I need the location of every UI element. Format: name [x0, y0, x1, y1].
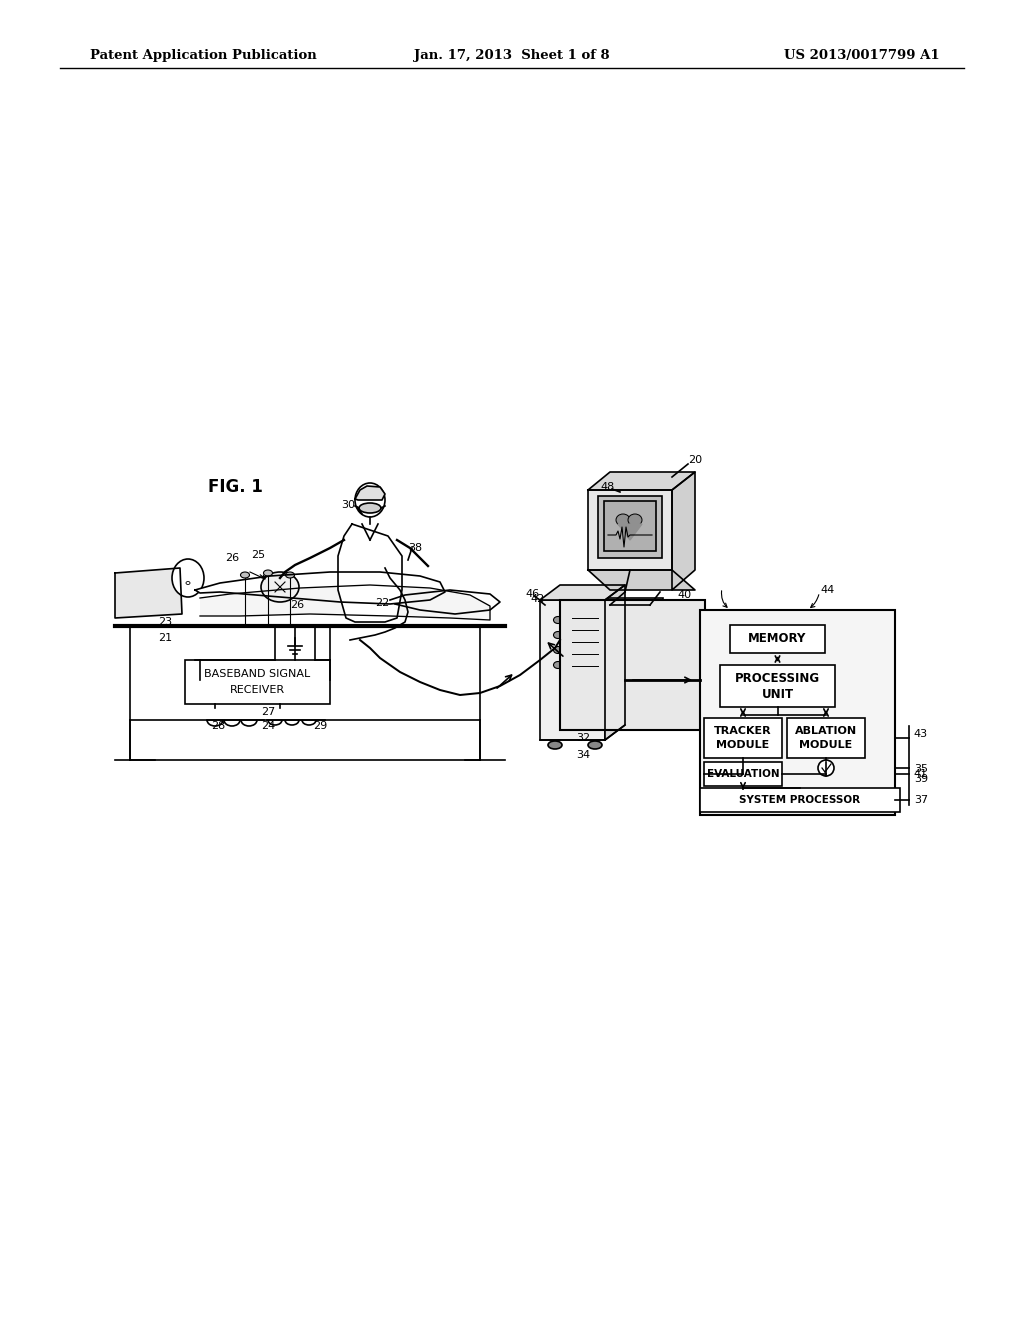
- Polygon shape: [200, 585, 490, 620]
- Text: FIG. 1: FIG. 1: [208, 478, 263, 496]
- Bar: [540, 601, 605, 741]
- Bar: [705, 718, 782, 758]
- Ellipse shape: [261, 572, 299, 602]
- Text: 25: 25: [251, 550, 265, 560]
- Bar: [700, 788, 900, 812]
- Polygon shape: [338, 524, 402, 622]
- Text: 24: 24: [261, 721, 275, 731]
- Ellipse shape: [286, 572, 295, 578]
- Bar: [787, 718, 865, 758]
- Text: 28: 28: [211, 721, 225, 731]
- Text: MEMORY: MEMORY: [749, 632, 807, 645]
- Bar: [604, 502, 656, 550]
- Text: 30: 30: [341, 500, 355, 510]
- Polygon shape: [390, 590, 500, 614]
- Text: Patent Application Publication: Patent Application Publication: [90, 49, 316, 62]
- Text: 46: 46: [525, 589, 539, 599]
- Text: 41: 41: [914, 770, 928, 779]
- Bar: [705, 762, 782, 785]
- Bar: [730, 624, 825, 653]
- Ellipse shape: [241, 572, 250, 578]
- Bar: [598, 496, 662, 558]
- Ellipse shape: [588, 741, 602, 748]
- Ellipse shape: [186, 582, 190, 585]
- Ellipse shape: [359, 503, 381, 513]
- Polygon shape: [672, 473, 695, 590]
- Text: 22: 22: [375, 598, 389, 609]
- Text: 37: 37: [914, 795, 928, 805]
- Text: MODULE: MODULE: [800, 741, 853, 750]
- Polygon shape: [115, 568, 182, 618]
- Text: 38: 38: [408, 543, 422, 553]
- Text: 44: 44: [820, 585, 835, 595]
- Text: EVALUATION: EVALUATION: [707, 770, 779, 779]
- Polygon shape: [605, 585, 625, 741]
- Text: 42: 42: [530, 594, 545, 605]
- Text: 26: 26: [225, 553, 239, 564]
- Text: 21: 21: [158, 634, 172, 643]
- Bar: [608, 598, 663, 609]
- Ellipse shape: [172, 558, 204, 597]
- Bar: [560, 601, 705, 730]
- Polygon shape: [618, 524, 642, 540]
- Polygon shape: [588, 490, 672, 570]
- Text: ABLATION: ABLATION: [795, 726, 857, 737]
- Ellipse shape: [616, 513, 630, 525]
- Polygon shape: [195, 572, 445, 605]
- Bar: [720, 665, 835, 708]
- Text: UNIT: UNIT: [762, 688, 794, 701]
- Polygon shape: [588, 473, 695, 490]
- Ellipse shape: [628, 513, 642, 525]
- Polygon shape: [355, 486, 385, 500]
- Text: BASEBAND SIGNAL: BASEBAND SIGNAL: [205, 669, 310, 678]
- Text: 39: 39: [914, 774, 928, 784]
- Ellipse shape: [263, 570, 272, 576]
- Text: 40: 40: [678, 590, 692, 601]
- Polygon shape: [540, 585, 625, 601]
- Text: 34: 34: [575, 750, 590, 760]
- Polygon shape: [588, 570, 695, 590]
- Ellipse shape: [554, 631, 562, 639]
- Ellipse shape: [355, 483, 385, 517]
- Text: MODULE: MODULE: [717, 741, 770, 750]
- Text: 32: 32: [575, 733, 590, 743]
- Text: US 2013/0017799 A1: US 2013/0017799 A1: [784, 49, 940, 62]
- Ellipse shape: [554, 647, 562, 653]
- Bar: [185, 660, 330, 704]
- Text: 27: 27: [261, 708, 275, 717]
- Ellipse shape: [554, 616, 562, 623]
- Text: PROCESSING: PROCESSING: [735, 672, 820, 685]
- Text: 23: 23: [158, 616, 172, 627]
- Text: 29: 29: [313, 721, 327, 731]
- Text: SYSTEM PROCESSOR: SYSTEM PROCESSOR: [739, 795, 860, 805]
- Text: RECEIVER: RECEIVER: [230, 685, 285, 696]
- Text: 35: 35: [914, 764, 928, 774]
- Text: 20: 20: [688, 455, 702, 465]
- Ellipse shape: [818, 760, 834, 776]
- Bar: [700, 610, 895, 814]
- Text: Jan. 17, 2013  Sheet 1 of 8: Jan. 17, 2013 Sheet 1 of 8: [414, 49, 610, 62]
- Ellipse shape: [548, 741, 562, 748]
- Text: 43: 43: [914, 729, 928, 739]
- Ellipse shape: [554, 661, 562, 668]
- Text: TRACKER: TRACKER: [714, 726, 772, 737]
- Text: 26: 26: [290, 601, 304, 610]
- Text: 48: 48: [601, 482, 615, 492]
